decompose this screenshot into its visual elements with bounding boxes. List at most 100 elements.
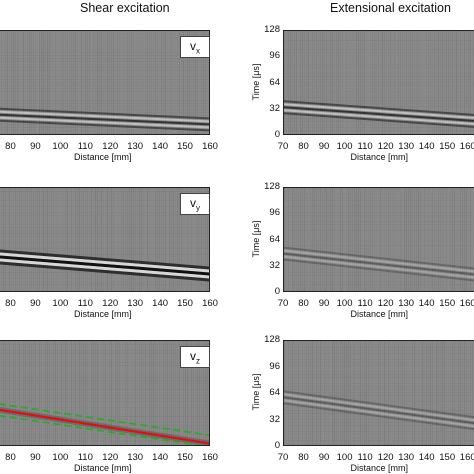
noise-stripe	[117, 188, 118, 291]
noise-stripe	[135, 188, 136, 291]
noise-stripe	[284, 31, 285, 134]
noise-stripe	[392, 31, 393, 134]
noise-stripe	[438, 341, 439, 445]
noise-stripe	[316, 188, 317, 291]
noise-stripe	[141, 31, 142, 134]
noise-stripe	[372, 31, 373, 134]
noise-stripe	[191, 31, 192, 134]
noise-stripe	[181, 341, 182, 445]
noise-band	[284, 85, 474, 86]
noise-stripe	[290, 31, 291, 134]
noise-band	[284, 112, 474, 113]
noise-stripe	[73, 188, 74, 291]
noise-band	[284, 395, 474, 396]
noise-stripe	[412, 31, 413, 134]
noise-stripe	[91, 31, 92, 134]
noise-stripe	[9, 341, 10, 445]
noise-stripe	[37, 31, 38, 134]
noise-stripe	[390, 341, 391, 445]
noise-stripe	[364, 31, 365, 134]
noise-stripe	[402, 341, 403, 445]
noise-band	[0, 37, 209, 38]
noise-stripe	[89, 31, 90, 134]
noise-band	[0, 227, 209, 228]
wavefront-stripe	[284, 396, 474, 425]
noise-stripe	[205, 188, 206, 291]
noise-stripe	[121, 188, 122, 291]
wavefront-stripe	[0, 249, 209, 270]
noise-band	[284, 263, 474, 264]
noise-stripe	[29, 31, 30, 134]
noise-stripe	[201, 188, 202, 291]
y-tick-label: 128	[264, 334, 280, 345]
heatmap-svg	[284, 341, 474, 445]
noise-stripe	[101, 341, 102, 445]
x-axis-label: Distance [mm]	[350, 309, 409, 319]
noise-stripe	[33, 188, 34, 291]
x-tick-label: 140	[418, 141, 435, 152]
x-tick-label: 80	[5, 298, 16, 309]
noise-band	[284, 194, 474, 195]
noise-stripe	[310, 188, 311, 291]
noise-stripe	[458, 188, 459, 291]
x-tick-label: 90	[318, 298, 330, 309]
noise-stripe	[304, 31, 305, 134]
noise-stripe	[310, 31, 311, 134]
noise-stripe	[91, 341, 92, 445]
noise-stripe	[11, 341, 12, 445]
noise-band	[0, 103, 209, 104]
noise-stripe	[139, 31, 140, 134]
noise-stripe	[133, 341, 134, 445]
noise-stripe	[406, 341, 407, 445]
noise-stripe	[69, 188, 70, 291]
noise-stripe	[169, 188, 170, 291]
noise-stripe	[25, 31, 26, 134]
noise-stripe	[137, 188, 138, 291]
x-tick-label: 160	[459, 298, 474, 309]
noise-stripe	[292, 341, 293, 445]
noise-band	[0, 344, 209, 345]
noise-band	[284, 401, 474, 402]
noise-stripe	[67, 341, 68, 445]
noise-band	[0, 377, 209, 378]
noise-stripe	[410, 188, 411, 291]
noise-stripe	[318, 341, 319, 445]
noise-stripe	[55, 31, 56, 134]
noise-stripe	[9, 188, 10, 291]
noise-stripe	[348, 188, 349, 291]
noise-stripe	[45, 341, 46, 445]
noise-band	[284, 109, 474, 110]
wavefront-stripe	[284, 109, 474, 125]
noise-stripe	[17, 341, 18, 445]
noise-stripe	[93, 341, 94, 445]
noise-band	[0, 52, 209, 53]
noise-band	[284, 377, 474, 378]
noise-band	[0, 197, 209, 198]
noise-stripe	[207, 188, 208, 291]
noise-stripe	[450, 31, 451, 134]
noise-stripe	[366, 188, 367, 291]
noise-stripe	[167, 188, 168, 291]
noise-stripe	[362, 31, 363, 134]
heatmap-svg	[0, 31, 209, 134]
noise-band	[0, 281, 209, 282]
noise-stripe	[338, 31, 339, 134]
noise-stripe	[141, 341, 142, 445]
noise-stripe	[300, 341, 301, 445]
wavefront-stripe	[284, 252, 474, 276]
noise-stripe	[187, 188, 188, 291]
noise-stripe	[131, 31, 132, 134]
noise-stripe	[129, 31, 130, 134]
x-tick-label: 100	[336, 452, 353, 463]
noise-stripe	[432, 188, 433, 291]
noise-band	[284, 227, 474, 228]
noise-stripe	[73, 341, 74, 445]
noise-stripe	[412, 188, 413, 291]
noise-stripe	[189, 188, 190, 291]
noise-stripe	[306, 188, 307, 291]
noise-band	[284, 428, 474, 429]
noise-stripe	[298, 341, 299, 445]
x-tick-label: 160	[459, 452, 474, 463]
x-tick-label: 110	[357, 298, 373, 309]
noise-stripe	[41, 31, 42, 134]
